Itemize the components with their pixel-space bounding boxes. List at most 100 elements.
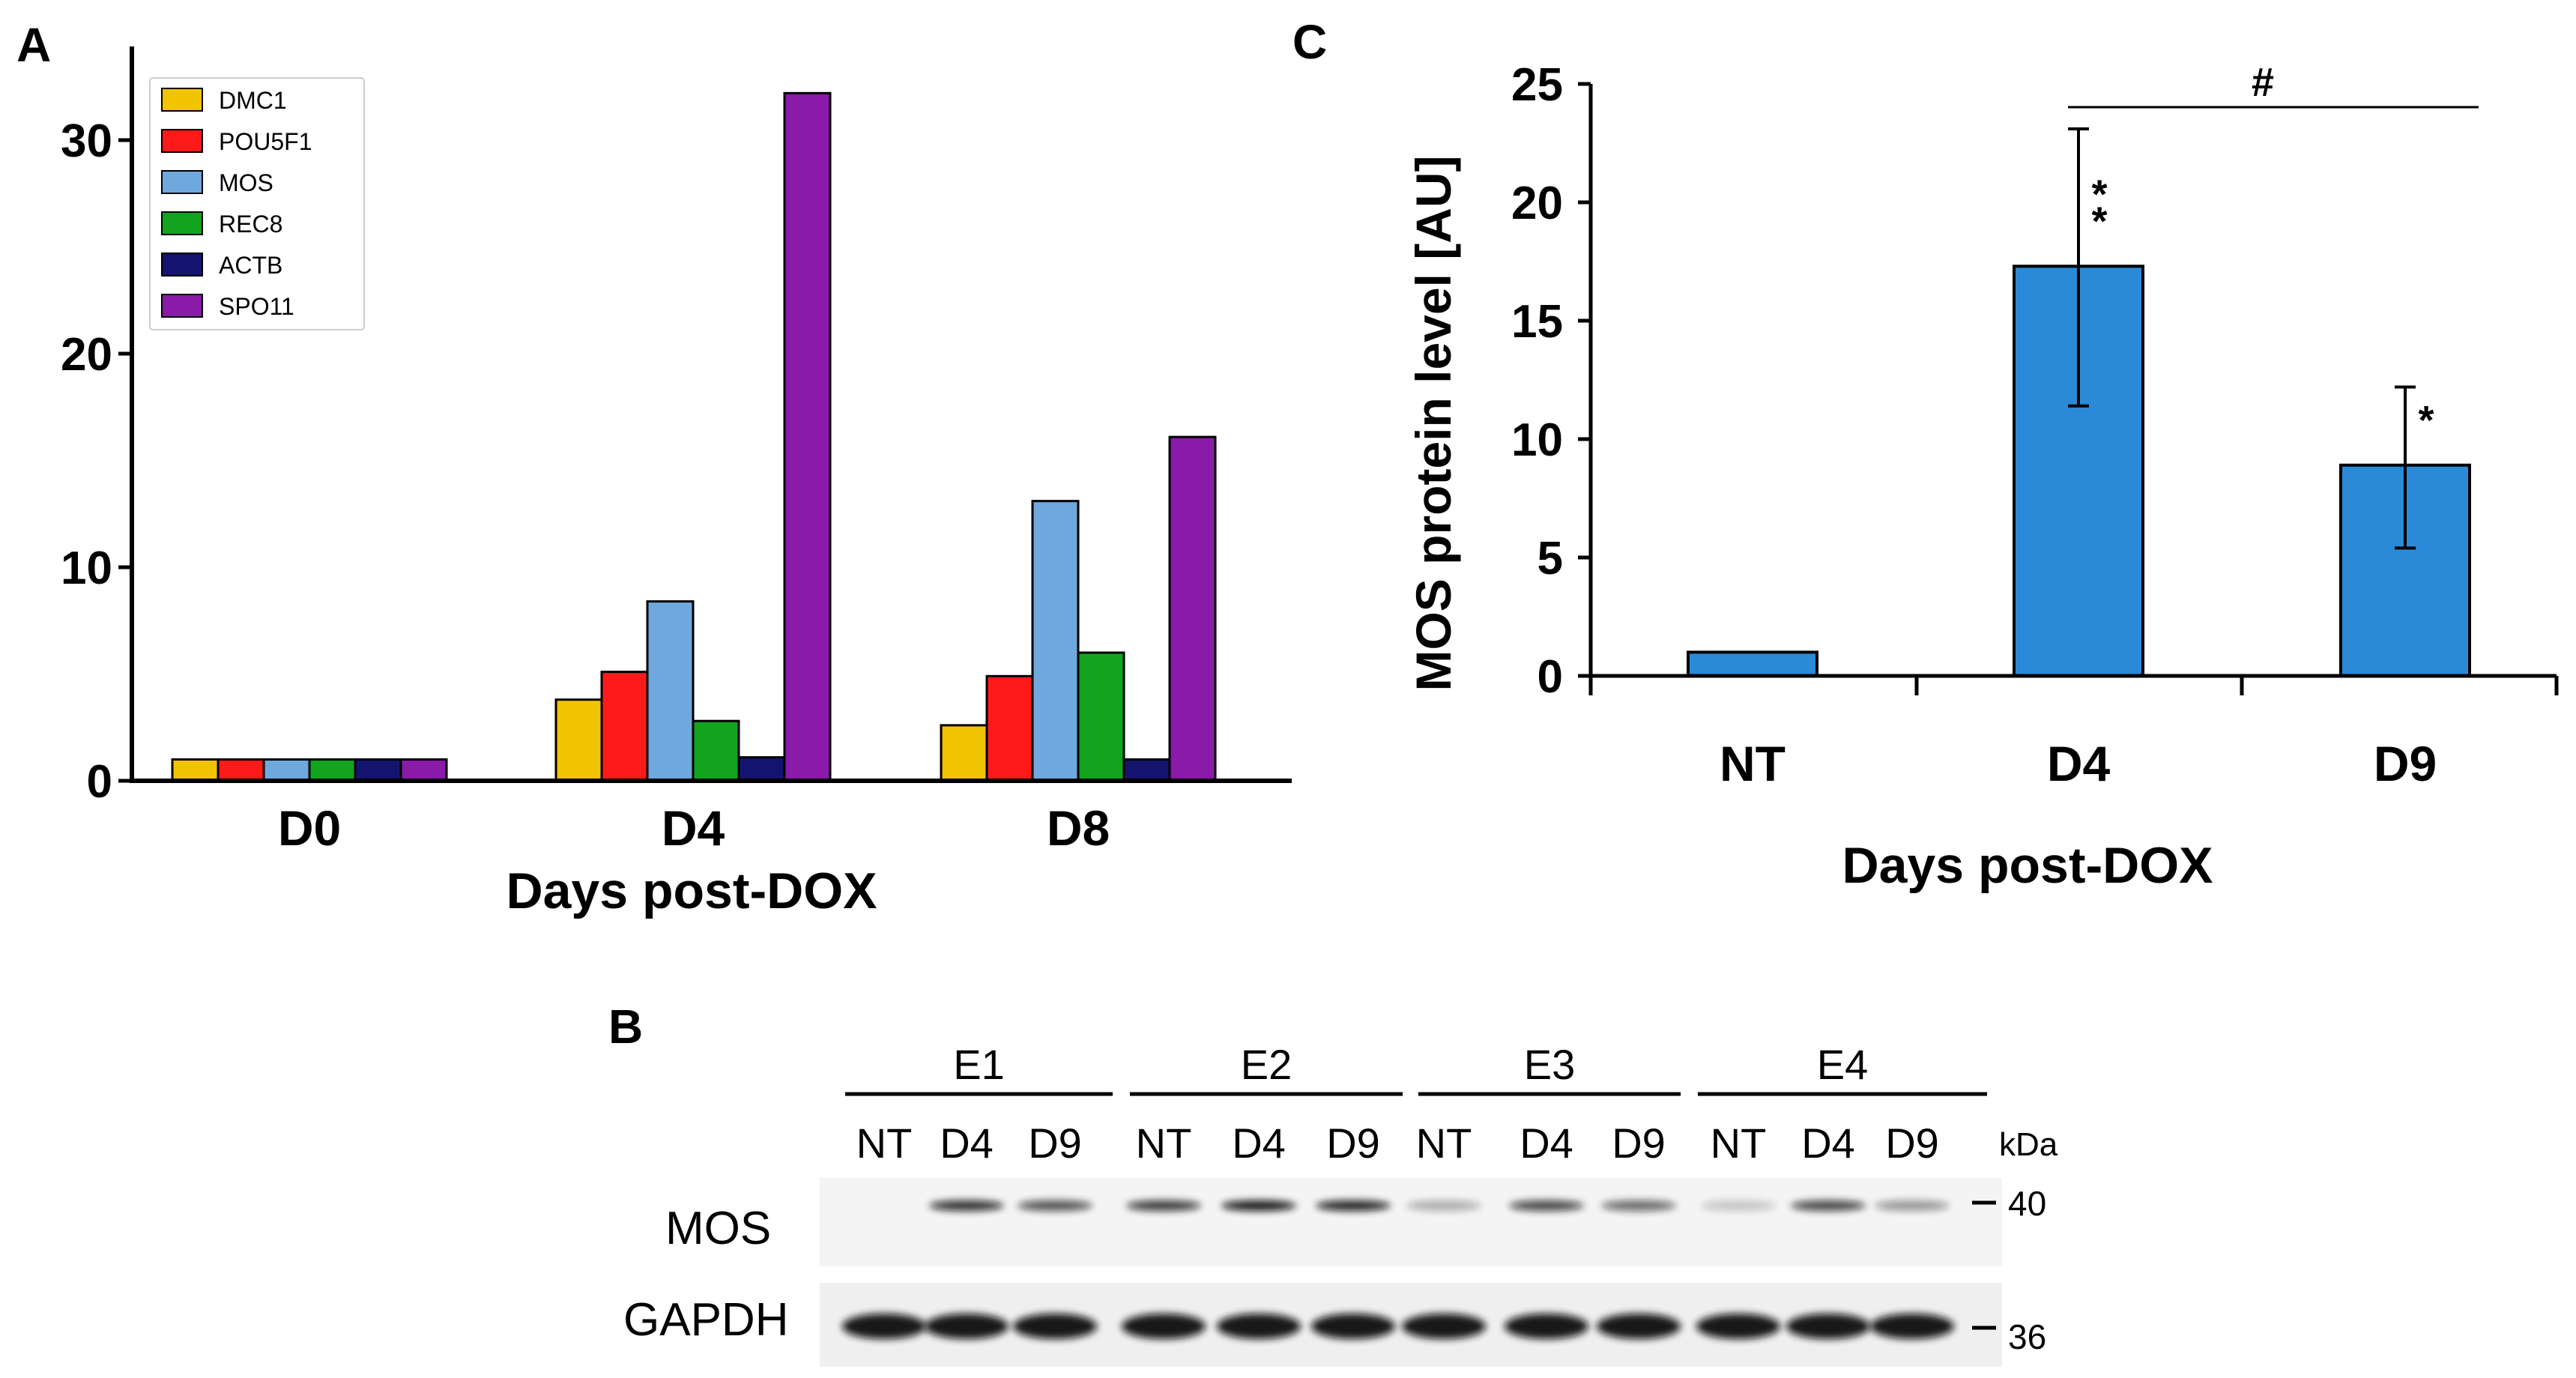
panel-c-label: C [1292, 15, 1327, 69]
x-tick-label: D9 [2374, 736, 2437, 791]
y-tick-label: 0 [1538, 651, 1563, 703]
bar-mos-d4 [646, 600, 695, 782]
blot-lane-label: NT [856, 1119, 913, 1167]
y-tick-label: 25 [1511, 59, 1563, 111]
blot-group-label: E2 [1241, 1041, 1292, 1088]
bar-actb-d4 [737, 756, 786, 782]
legend-swatch-mos [161, 170, 203, 194]
blot-band-mos [1316, 1200, 1391, 1211]
blot-band-gapdh [1402, 1314, 1486, 1339]
blot-row-label-mos: MOS [665, 1203, 771, 1254]
blot-band-gapdh [1597, 1314, 1681, 1339]
legend-swatch-dmc1 [161, 88, 203, 112]
blot-band-gapdh [1013, 1314, 1097, 1339]
significance-bracket-label: # [2252, 60, 2274, 105]
bar-spo11-d4 [783, 91, 832, 782]
blot-band-mos [1509, 1200, 1584, 1211]
legend-box [149, 77, 365, 330]
legend-label-spo11: SPO11 [219, 293, 294, 320]
significance-marker-d4: * [2091, 172, 2107, 217]
legend-label-dmc1: DMC1 [219, 87, 287, 114]
legend-swatch-pou5f1 [161, 129, 203, 153]
blot-lane-label: NT [1136, 1119, 1192, 1167]
blot-marker-label-36: 36 [2008, 1317, 2046, 1356]
panel-a: A 0 10 20 30 D0 D4 D8 DMC1 POU5F1 MOS REC8 ACTB SPO… [16, 18, 1292, 919]
blot-lane-label: D4 [1801, 1119, 1855, 1167]
blot-lane-label: D4 [940, 1119, 994, 1167]
blot-lane-label: D4 [1520, 1119, 1573, 1167]
panel-a-bars [171, 91, 1217, 782]
blot-band-gapdh [1217, 1314, 1301, 1339]
panel-b: B E1 E2 E3 E4 NT D4 D9 NT D4 D9 NT D4 D9 NT D4 D9 kDa MOS… [608, 1000, 2058, 1367]
blot-band-mos [1126, 1200, 1201, 1211]
blot-lane-label: D9 [1885, 1119, 1939, 1167]
bar-rec8-d0 [308, 758, 357, 782]
bar-pou5f1-d0 [217, 758, 265, 782]
panel-a-axes: 0 10 20 30 D0 D4 D8 [61, 46, 1292, 856]
blot-marker-label-40: 40 [2008, 1184, 2046, 1223]
bar-pou5f1-d4 [600, 671, 649, 782]
blot-band-gapdh [1122, 1314, 1206, 1339]
blot-group-label: E4 [1817, 1041, 1869, 1088]
blot-band-mos [1601, 1200, 1676, 1211]
panel-c-axes: 0 5 10 15 20 25 NT D4 D9 [1511, 59, 2559, 791]
y-tick-label: 10 [61, 543, 112, 594]
legend-label-mos: MOS [219, 169, 273, 196]
bar-rec8-d8 [1077, 651, 1125, 782]
panel-c-x-axis-label: Days post-DOX [1842, 837, 2213, 894]
bar-nt [1687, 650, 1818, 678]
blot-strip-mos [820, 1178, 2002, 1266]
y-tick-label: 10 [1511, 414, 1563, 466]
bar-rec8-d4 [692, 719, 740, 782]
panel-c-bars [1687, 127, 2471, 678]
blot-band-gapdh [1505, 1314, 1588, 1339]
x-tick-label: NT [1720, 736, 1786, 791]
y-tick-label: 0 [87, 756, 112, 808]
x-tick-label: D0 [278, 800, 341, 856]
bar-dmc1-d4 [554, 698, 603, 782]
blot-band-mos [1221, 1200, 1296, 1211]
legend-label-pou5f1: POU5F1 [219, 128, 312, 155]
significance-marker-d9: * [2418, 398, 2434, 443]
blot-band-gapdh [1786, 1314, 1870, 1339]
panel-a-label: A [16, 18, 51, 72]
blot-band-gapdh [1870, 1314, 1954, 1339]
panel-c-y-axis-label: MOS protein level [AU] [1406, 155, 1461, 691]
bar-mos-d0 [262, 758, 311, 782]
bar-spo11-d8 [1168, 435, 1217, 782]
legend-label-actb: ACTB [219, 252, 282, 279]
blot-band-gapdh [842, 1314, 926, 1339]
blot-row-label-gapdh: GAPDH [623, 1294, 788, 1346]
blot-band-mos [1018, 1200, 1092, 1211]
blot-band-gapdh [1696, 1314, 1780, 1339]
blot-band-gapdh [925, 1314, 1009, 1339]
bar-dmc1-d0 [171, 758, 220, 782]
blot-lane-label: NT [1416, 1119, 1472, 1167]
bar-dmc1-d8 [940, 724, 988, 782]
bar-actb-d8 [1122, 758, 1171, 782]
significance-marker-d4: * [2091, 199, 2107, 244]
western-blot: E1 E2 E3 E4 NT D4 D9 NT D4 D9 NT D4 D9 NT D4 D9 kDa MOS GA… [623, 1041, 2058, 1367]
legend-swatch-rec8 [161, 211, 203, 235]
blot-band-mos [929, 1200, 1004, 1211]
blot-lane-label: NT [1711, 1119, 1767, 1167]
blot-group-label: E3 [1524, 1041, 1576, 1088]
x-tick-label: D4 [662, 800, 725, 856]
bar-actb-d0 [354, 758, 402, 782]
bar-spo11-d0 [399, 758, 448, 782]
legend-label-rec8: REC8 [219, 211, 282, 238]
y-tick-label: 20 [1511, 178, 1563, 229]
blot-lane-label: D4 [1232, 1119, 1286, 1167]
blot-unit-label: kDa [1999, 1126, 2058, 1163]
blot-band-mos [1406, 1200, 1481, 1211]
blot-band-gapdh [1311, 1314, 1395, 1339]
blot-band-mos [1791, 1200, 1866, 1211]
panel-c-annotations: ***# [2068, 60, 2479, 443]
legend-swatch-actb [161, 253, 203, 276]
panel-a-legend: DMC1 POU5F1 MOS REC8 ACTB SPO11 [149, 77, 365, 330]
y-tick-label: 15 [1511, 296, 1563, 348]
bar-mos-d8 [1031, 500, 1080, 782]
bar-pou5f1-d8 [985, 674, 1034, 782]
blot-lane-label: D9 [1028, 1119, 1082, 1167]
